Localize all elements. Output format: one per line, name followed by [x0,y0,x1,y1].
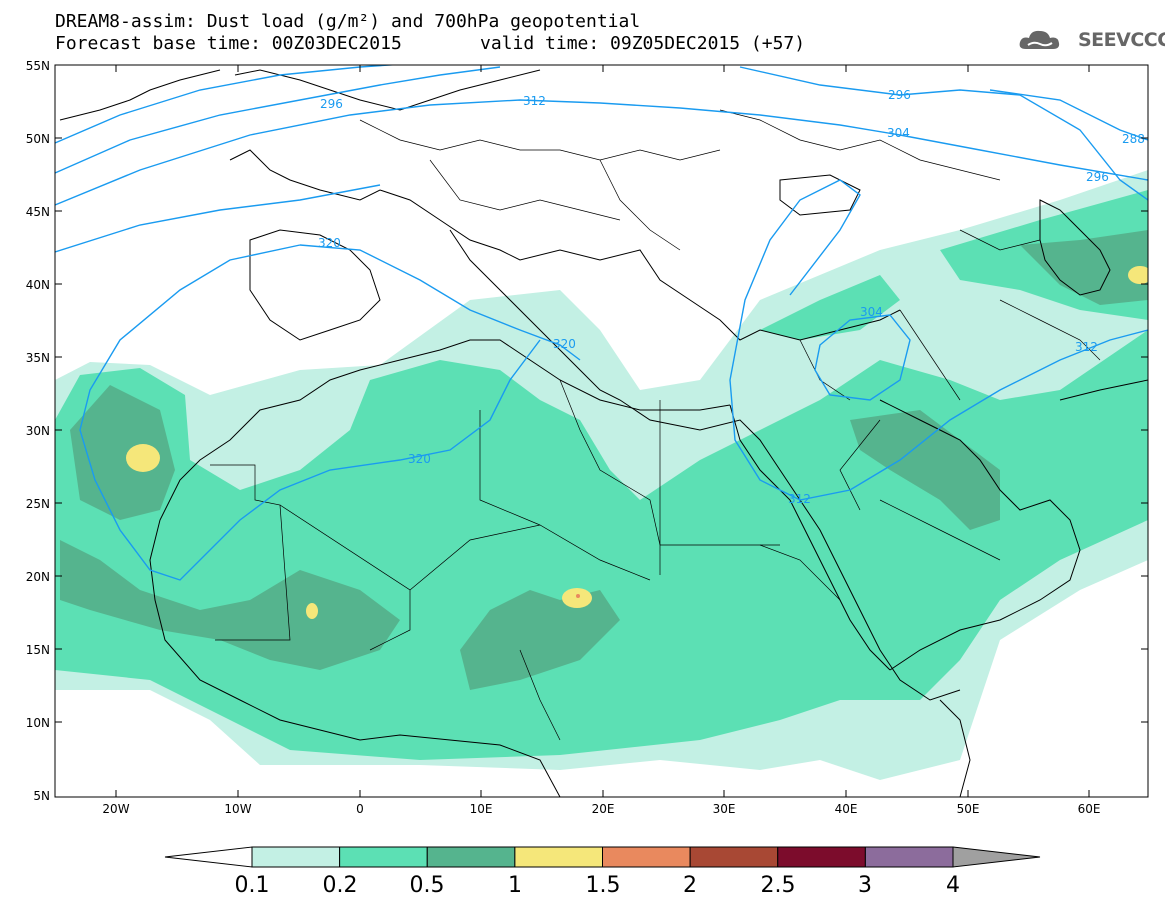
contour-label: 312 [1075,340,1098,354]
lat-label: 15N [26,643,50,657]
colorbar-swatch [426,846,516,868]
contour-label: 312 [523,94,546,108]
geopotential-contours [55,65,1148,581]
colorbar-label: 0.1 [235,873,270,898]
contour-label-group: 296 312 296 304 288 296 320 320 304 312 … [318,88,1145,506]
colorbar-high-arrow [952,846,1041,868]
lat-label: 20N [26,570,50,584]
contour-312-east [729,179,1148,501]
colorbar-label: 2 [683,873,697,898]
contour-label: 312 [788,492,811,506]
dust-region-high-caspian [1020,230,1148,305]
dust-region-high-central [460,590,620,690]
colorbar-low-arrow [164,846,253,868]
colorbar: 0.1 0.2 0.5 1 1.5 2 2.5 3 4 [164,846,1041,898]
lat-label: 10N [26,716,50,730]
lon-label: 40E [835,802,858,816]
contour-320-main [79,244,581,581]
lat-ticks [55,65,1148,797]
lat-label: 40N [26,278,50,292]
contour-label: 296 [320,97,343,111]
contour-label: 320 [318,236,341,250]
lat-label: 35N [26,351,50,365]
lat-label: 50N [26,132,50,146]
contour-304-east [814,314,911,401]
forecast-base-time: Forecast base time: 00Z03DEC2015 [55,33,402,54]
lat-label: 30N [26,424,50,438]
contour-312-north [55,99,1148,206]
dust-spot-mali [306,603,318,619]
colorbar-swatch [602,846,691,868]
colorbar-label: 1 [508,873,522,898]
map-title: DREAM8-assim: Dust load (g/m²) and 700hP… [55,11,641,32]
colorbar-boxes [251,846,954,868]
logo-text: SEEVCCC [1078,29,1165,51]
lat-label: 25N [26,497,50,511]
lon-label: 50E [957,802,980,816]
contour-296-east [739,66,1148,201]
colorbar-swatch [777,846,866,868]
dust-spot-chad-peak [576,594,580,598]
lat-label: 5N [33,789,50,803]
colorbar-label: 3 [858,873,872,898]
coastlines [59,69,1148,797]
contour-label: 296 [1086,170,1109,184]
colorbar-swatch [339,846,428,868]
lon-label: 20E [592,802,615,816]
colorbar-swatch [514,846,603,868]
colorbar-swatch [864,846,954,868]
colorbar-label: 0.5 [410,873,445,898]
lat-label: 45N [26,205,50,219]
contour-320-north [55,184,381,253]
contour-label: 320 [553,337,576,351]
lon-label: 20W [102,802,129,816]
map-frame [54,64,1149,798]
contour-296-north [55,65,401,144]
contour-label: 304 [887,126,910,140]
lon-label: 60E [1078,802,1101,816]
longitude-axis: 20W 10W 0 10E 20E 30E 40E 50E 60E [102,802,1100,816]
country-borders [210,109,1101,741]
dust-spot-canary [126,444,160,472]
colorbar-label: 1.5 [586,873,621,898]
lon-label: 10E [470,802,493,816]
contour-label: 304 [860,305,883,319]
latitude-axis: 55N 50N 45N 40N 35N 30N 25N 20N 15N 10N … [26,59,50,803]
contour-288-east [989,89,1148,141]
lon-label: 10W [224,802,251,816]
colorbar-swatch [689,846,779,868]
contour-label: 296 [888,88,911,102]
dust-region-high-west [70,385,175,520]
cloud-logo-icon [1019,30,1060,49]
lat-label: 55N [26,59,50,73]
contour-label: 288 [1122,132,1145,146]
dust-spot-chad [562,588,592,608]
dust-spot-caspian [1128,266,1148,284]
dust-field [55,170,1148,780]
colorbar-swatch [251,846,341,868]
dust-region-high-coast [60,540,400,670]
contour-label: 320 [408,452,431,466]
lon-label: 30E [713,802,736,816]
lon-label: 0 [356,802,364,816]
valid-time: valid time: 09Z05DEC2015 (+57) [480,33,806,54]
contour-304-north [55,66,501,174]
colorbar-label: 2.5 [761,873,796,898]
colorbar-label: 4 [946,873,960,898]
colorbar-label: 0.2 [323,873,358,898]
dust-region-high-arabia [850,410,1000,530]
